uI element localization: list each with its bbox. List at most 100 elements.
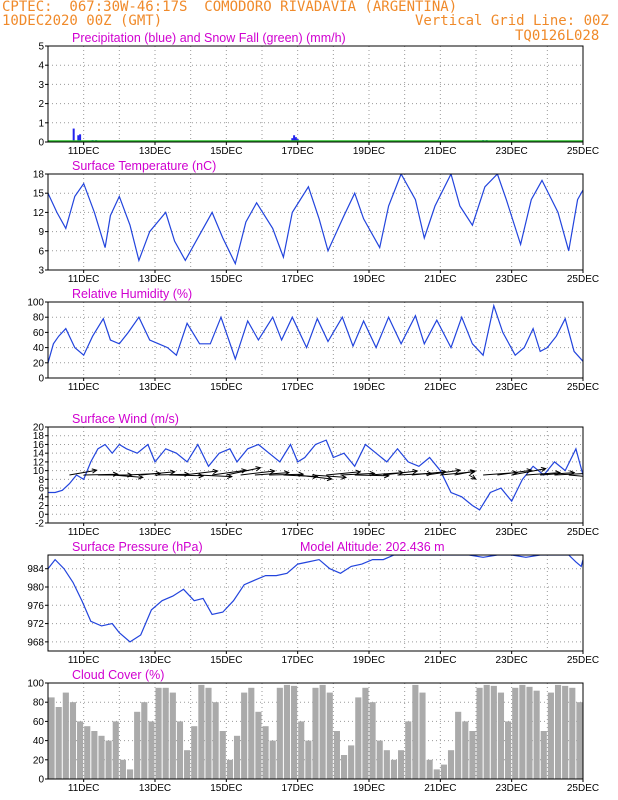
wind-frame [47,426,584,524]
humidity-line [48,303,583,363]
wind-xtick-1: 13DEC [139,527,171,538]
cloud-bar-33 [283,684,291,779]
precipitation-xtick-2: 15DEC [210,146,242,157]
cloud-bar-19 [184,750,191,779]
cloud-bar-7 [98,735,105,779]
temperature-frame [47,173,584,271]
temperature-ytick-0: 3 [38,266,44,277]
humidity-ytick-2: 40 [33,343,45,354]
wind-arrow-head-1 [112,471,119,477]
wind-arrow-head-27 [470,469,477,475]
model-id: TQ0126L028 [515,28,600,44]
precipitation-ytick-4: 4 [38,61,44,72]
wind-xtick-2: 15DEC [210,527,242,538]
wind-arrow-shaft-30 [497,469,532,476]
pressure-plot-area [48,555,583,643]
wind-line [48,439,583,511]
wind-arrow-head-16 [326,475,333,482]
wind-arrow-shaft-5 [140,471,175,476]
wind-arrow-shaft-11 [226,467,261,476]
humidity-panel: 0 20 40 60 80 100 11DEC 13DEC 15DEC 17DEC 19DEC 21D… [27,287,599,393]
cloud-bar-47 [383,750,390,779]
wind-arrow-shaft-19 [340,472,375,476]
wind-arrow-head-36 [595,475,600,479]
wind-ytick-4: 6 [38,484,44,495]
cloud-plot-area [48,684,583,779]
wind-arrow-shaft-22 [383,470,418,476]
wind-arrow-head-35 [591,475,596,479]
wind-arrow-10 [211,468,248,476]
wind-ytick-6: 10 [33,466,45,477]
cloud-bar-63 [497,692,505,779]
humidity-frame [47,301,584,379]
pressure-frame [47,554,584,652]
temperature-xtick-5: 21DEC [424,274,456,285]
cloud-bar-34 [291,685,298,779]
wind-arrow-shaft-14 [269,473,304,476]
wind-xtick-5: 21DEC [424,527,456,538]
wind-arrow-shaft-7 [169,474,204,477]
cloud-bar-45 [369,702,376,779]
cloud-bar-62 [490,685,497,779]
wind-arrow-5 [140,469,176,476]
wind-arrow-head-9 [227,473,233,480]
wind-arrow-7 [169,473,205,479]
cloud-title: Cloud Cover (%) [72,668,164,682]
precipitation-frame [47,45,584,143]
cloud-ytick-5: 100 [27,679,44,690]
wind-arrow-shaft-32 [525,472,560,476]
wind-arrow-head-11 [255,466,262,472]
cloud-bar-55 [440,764,447,779]
wind-arrow-head-10 [241,468,248,474]
temperature-xtick-3: 17DEC [282,274,314,285]
precip-bar-6 [293,135,296,142]
wind-arrow-18 [326,469,362,476]
cloud-bar-0 [48,697,55,779]
wind-arrow-12 [240,468,276,476]
humidity-xtick-5: 21DEC [424,382,456,393]
pressure-ytick-2: 976 [27,601,44,612]
cloud-bar-60 [476,687,483,779]
precipitation-xtick-3: 17DEC [282,146,314,157]
cloud-bar-41 [340,755,348,779]
wind-arrow-head-5 [169,469,176,475]
cloud-bar-71 [554,684,562,779]
precip-bar-5 [291,138,294,142]
cloud-bar-5 [84,726,91,779]
wind-plot-area [48,439,600,511]
wind-arrow-shaft-9 [197,474,232,478]
cloud-xtick-7: 25DEC [567,783,599,794]
precipitation-title: Precipitation (blue) and Snow Fall (gree… [72,31,346,45]
wind-arrow-head-31 [540,466,547,472]
precipitation-xtick-4: 19DEC [353,146,385,157]
precipitation-xtick-0: 11DEC [68,146,100,157]
wind-ytick-10: 18 [33,431,45,442]
wind-arrow-shaft-28 [468,474,476,480]
cloud-bar-35 [298,721,305,779]
pressure-xtick-6: 23DEC [496,655,528,666]
pressure-ytick-1: 972 [27,619,44,630]
cloud-bar-37 [312,687,319,779]
wind-ytick-0: -2 [35,519,44,530]
cloud-bar-11 [126,769,134,779]
wind-xtick-7: 25DEC [567,527,599,538]
precip-bar-2 [79,134,82,142]
precipitation-xtick-6: 23DEC [496,146,528,157]
cloud-bar-2 [62,692,69,779]
wind-arrow-1 [83,471,119,477]
humidity-xtick-1: 13DEC [139,382,171,393]
wind-arrow-head-18 [355,469,362,475]
humidity-title: Relative Humidity (%) [72,287,192,301]
cloud-xtick-1: 13DEC [139,783,171,794]
cloud-bar-10 [119,759,126,779]
wind-arrow-shaft-36 [582,475,583,476]
cloud-panel: 0 20 40 60 80 100 11DEC 13DEC 15DEC 17DEC 19DEC 21D… [27,668,599,794]
wind-ytick-5: 8 [38,475,44,486]
temperature-ytick-2: 9 [38,227,44,238]
temperature-ytick-5: 18 [33,170,45,181]
cloud-bar-27 [241,692,248,779]
cloud-bar-15 [155,687,162,779]
pressure-title: Surface Pressure (hPa) [72,540,203,554]
wind-arrow-17 [311,474,348,480]
cloud-bar-50 [405,721,412,779]
